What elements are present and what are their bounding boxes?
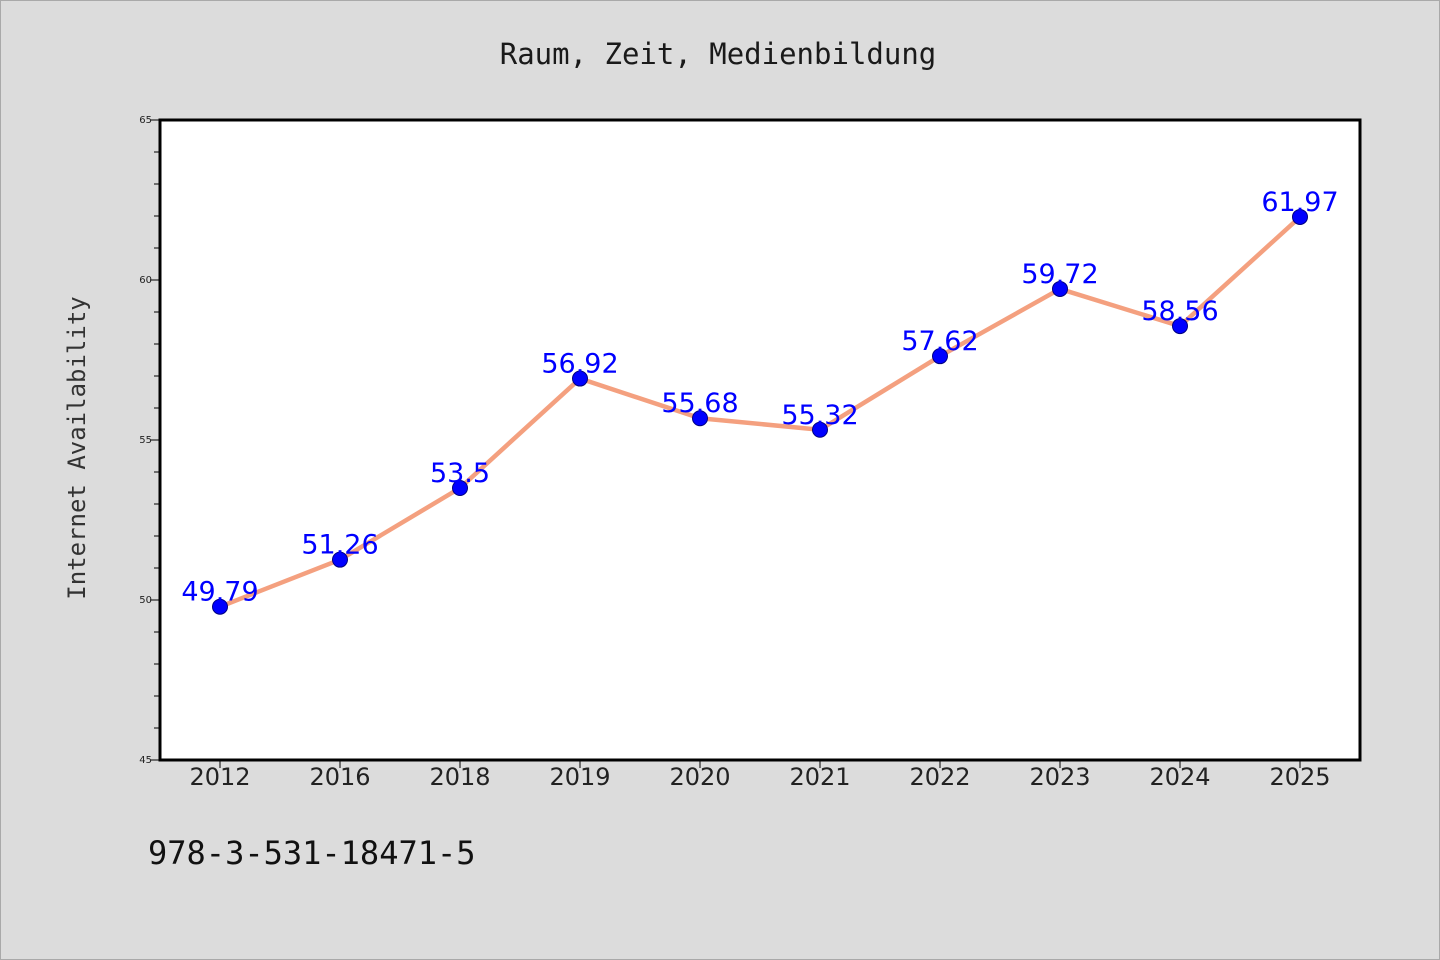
data-point xyxy=(1292,208,1308,225)
data-point xyxy=(1172,318,1188,335)
data-point xyxy=(1052,280,1068,297)
data-label: 61.97 xyxy=(1261,187,1338,218)
data-label: 55.32 xyxy=(781,400,858,431)
isbn-footer: 978-3-531-18471-5 xyxy=(148,834,476,872)
data-label: 53.5 xyxy=(430,458,490,489)
data-point xyxy=(572,370,588,387)
data-point xyxy=(332,551,348,568)
series-line xyxy=(217,214,1303,609)
x-tick-label: 2016 xyxy=(309,763,370,791)
data-point xyxy=(212,598,228,615)
x-tick-label: 2023 xyxy=(1029,763,1090,791)
data-label: 59.72 xyxy=(1021,259,1098,290)
x-tick-label: 2024 xyxy=(1149,763,1210,791)
data-label: 55.68 xyxy=(661,388,738,419)
data-label: 57.62 xyxy=(901,326,978,357)
y-axis-ticks: 45 50 55 60 65 xyxy=(139,115,160,766)
x-tick-label: 2021 xyxy=(789,763,850,791)
x-tick-label: 2018 xyxy=(429,763,490,791)
data-label: 51.26 xyxy=(301,530,378,561)
series-line-group xyxy=(217,214,1303,609)
y-tick-label: 45 xyxy=(139,755,152,766)
data-label: 56.92 xyxy=(541,349,618,380)
data-point xyxy=(452,480,468,496)
data-point xyxy=(812,421,828,438)
y-tick-label: 55 xyxy=(139,435,152,446)
y-tick-label: 65 xyxy=(139,115,152,126)
chart-title: Raum, Zeit, Medienbildung xyxy=(500,37,937,71)
y-axis-label: Internet Availability xyxy=(63,296,91,599)
y-tick-label: 50 xyxy=(139,595,152,606)
plot-area xyxy=(158,118,1362,762)
x-tick-label: 2022 xyxy=(909,763,970,791)
x-tick-label: 2012 xyxy=(189,763,250,791)
data-label: 58.56 xyxy=(1141,296,1218,327)
data-markers xyxy=(212,208,1308,615)
x-tick-label: 2025 xyxy=(1269,763,1330,791)
x-tick-label: 2019 xyxy=(549,763,610,791)
data-label: 49.79 xyxy=(181,577,258,608)
y-tick-label: 60 xyxy=(139,275,152,286)
data-point xyxy=(932,348,948,365)
x-axis-ticks: 2012 2016 2018 2019 2020 2021 2022 2023 2024 2025 xyxy=(189,760,1331,791)
data-labels: 49.79 51.26 53.5 56.92 55.68 55.32 57.62 59.72 5… xyxy=(181,187,1338,608)
x-tick-label: 2020 xyxy=(669,763,730,791)
data-point xyxy=(692,410,708,427)
